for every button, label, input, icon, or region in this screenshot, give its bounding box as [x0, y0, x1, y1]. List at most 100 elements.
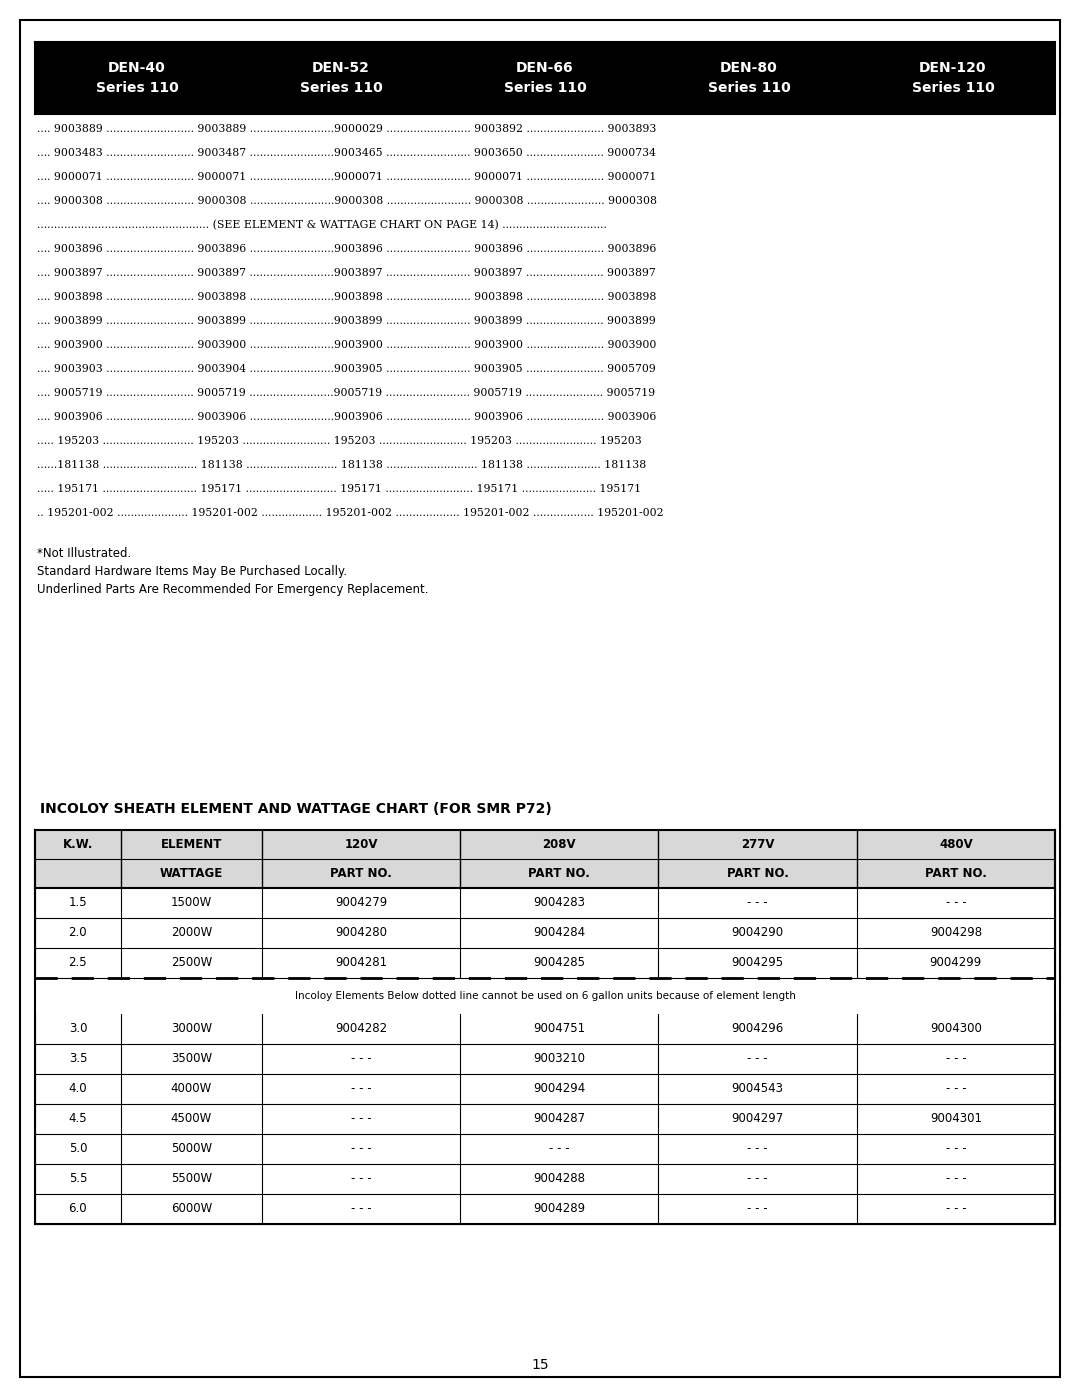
Text: DEN-66
Series 110: DEN-66 Series 110: [503, 61, 586, 95]
Text: 2.5: 2.5: [69, 957, 87, 970]
Text: 6000W: 6000W: [171, 1203, 212, 1215]
Text: .... 9003903 .......................... 9003904 .........................9003905: .... 9003903 .......................... …: [37, 365, 656, 374]
Text: - - -: - - -: [351, 1052, 372, 1066]
Text: 9004299: 9004299: [930, 957, 982, 970]
Text: 3500W: 3500W: [171, 1052, 212, 1066]
Text: .... 9003897 .......................... 9003897 .........................9003897: .... 9003897 .......................... …: [37, 268, 656, 278]
Text: 4000W: 4000W: [171, 1083, 212, 1095]
Text: PART NO.: PART NO.: [528, 868, 591, 880]
Text: .... 9003900 .......................... 9003900 .........................9003900: .... 9003900 .......................... …: [37, 339, 657, 351]
Text: 4.5: 4.5: [69, 1112, 87, 1126]
Bar: [35, 1194, 1055, 1224]
Text: .... 9003899 .......................... 9003899 .........................9003899: .... 9003899 .......................... …: [37, 316, 656, 326]
Bar: [35, 918, 1055, 949]
Text: 9004301: 9004301: [930, 1112, 982, 1126]
Bar: [35, 888, 1055, 918]
Text: 5000W: 5000W: [171, 1143, 212, 1155]
Text: 2000W: 2000W: [171, 926, 212, 940]
Bar: [35, 1074, 1055, 1104]
Text: - - -: - - -: [351, 1203, 372, 1215]
Text: 9004284: 9004284: [534, 926, 585, 940]
Text: 120V: 120V: [345, 838, 378, 851]
Text: - - -: - - -: [351, 1083, 372, 1095]
Text: K.W.: K.W.: [63, 838, 93, 851]
Bar: [35, 42, 1055, 115]
Text: 5.5: 5.5: [69, 1172, 87, 1186]
Text: .... 9003889 .......................... 9003889 .........................9000029: .... 9003889 .......................... …: [37, 124, 657, 134]
Text: 9004285: 9004285: [534, 957, 585, 970]
Text: - - -: - - -: [747, 1172, 768, 1186]
Text: 277V: 277V: [741, 838, 774, 851]
Text: 9004296: 9004296: [731, 1023, 784, 1035]
Text: ......181138 ............................ 181138 ........................... 181: ......181138 ...........................…: [37, 460, 646, 469]
Text: 9004279: 9004279: [335, 897, 387, 909]
Text: .... 9003898 .......................... 9003898 .........................9003898: .... 9003898 .......................... …: [37, 292, 657, 302]
Text: Incoloy Elements Below dotted line cannot be used on 6 gallon units because of e: Incoloy Elements Below dotted line canno…: [295, 990, 796, 1002]
Text: *Not Illustrated.: *Not Illustrated.: [37, 548, 132, 560]
Text: 9004287: 9004287: [534, 1112, 585, 1126]
Text: .... 9005719 .......................... 9005719 .........................9005719: .... 9005719 .......................... …: [37, 388, 656, 398]
Text: - - -: - - -: [946, 1083, 967, 1095]
Text: 9004751: 9004751: [534, 1023, 585, 1035]
Text: 2.0: 2.0: [69, 926, 87, 940]
Text: .... 9000071 .......................... 9000071 .........................9000071: .... 9000071 .......................... …: [37, 172, 657, 182]
Text: 9004300: 9004300: [930, 1023, 982, 1035]
Text: 3000W: 3000W: [171, 1023, 212, 1035]
Text: 3.5: 3.5: [69, 1052, 87, 1066]
Text: .... 9000308 .......................... 9000308 .........................9000308: .... 9000308 .......................... …: [37, 196, 657, 205]
Text: 4500W: 4500W: [171, 1112, 212, 1126]
Text: 9003210: 9003210: [534, 1052, 585, 1066]
Text: PART NO.: PART NO.: [924, 868, 987, 880]
Text: .... 9003483 .......................... 9003487 .........................9003465: .... 9003483 .......................... …: [37, 148, 656, 158]
Text: 5.0: 5.0: [69, 1143, 87, 1155]
Text: ................................................... (SEE ELEMENT & WATTAGE CHART: ........................................…: [37, 219, 607, 231]
Text: 9004282: 9004282: [335, 1023, 387, 1035]
Text: 208V: 208V: [542, 838, 576, 851]
Text: - - -: - - -: [946, 1172, 967, 1186]
Text: .... 9003896 .......................... 9003896 .........................9003896: .... 9003896 .......................... …: [37, 244, 657, 254]
Text: Standard Hardware Items May Be Purchased Locally.: Standard Hardware Items May Be Purchased…: [37, 564, 347, 578]
Text: DEN-52
Series 110: DEN-52 Series 110: [299, 61, 382, 95]
Text: 6.0: 6.0: [69, 1203, 87, 1215]
Text: 1500W: 1500W: [171, 897, 212, 909]
Text: 15: 15: [531, 1358, 549, 1372]
Bar: [35, 1014, 1055, 1044]
Text: 9004281: 9004281: [335, 957, 387, 970]
Text: 9004297: 9004297: [731, 1112, 784, 1126]
Text: 9004280: 9004280: [335, 926, 387, 940]
Text: - - -: - - -: [549, 1143, 569, 1155]
Text: 9004288: 9004288: [534, 1172, 585, 1186]
Text: ELEMENT: ELEMENT: [161, 838, 222, 851]
Text: 3.0: 3.0: [69, 1023, 87, 1035]
Text: 9004295: 9004295: [731, 957, 784, 970]
Text: - - -: - - -: [747, 1052, 768, 1066]
Text: - - -: - - -: [946, 897, 967, 909]
Text: DEN-80
Series 110: DEN-80 Series 110: [707, 61, 791, 95]
Text: ..... 195203 ........................... 195203 .......................... 19520: ..... 195203 ...........................…: [37, 436, 642, 446]
Text: PART NO.: PART NO.: [727, 868, 788, 880]
Text: ..... 195171 ............................ 195171 ........................... 195: ..... 195171 ...........................…: [37, 483, 642, 495]
Bar: [35, 1104, 1055, 1134]
Text: 9004290: 9004290: [731, 926, 784, 940]
Text: - - -: - - -: [747, 1143, 768, 1155]
Text: - - -: - - -: [351, 1112, 372, 1126]
Text: - - -: - - -: [747, 1203, 768, 1215]
Text: .... 9003906 .......................... 9003906 .........................9003906: .... 9003906 .......................... …: [37, 412, 657, 422]
Text: - - -: - - -: [747, 897, 768, 909]
Bar: [35, 1044, 1055, 1074]
Text: Underlined Parts Are Recommended For Emergency Replacement.: Underlined Parts Are Recommended For Eme…: [37, 583, 429, 597]
Text: 9004283: 9004283: [534, 897, 585, 909]
Text: 9004298: 9004298: [930, 926, 982, 940]
Text: 4.0: 4.0: [69, 1083, 87, 1095]
Bar: [35, 1134, 1055, 1164]
Text: - - -: - - -: [351, 1143, 372, 1155]
Text: 5500W: 5500W: [171, 1172, 212, 1186]
Text: 9004289: 9004289: [534, 1203, 585, 1215]
Text: 480V: 480V: [939, 838, 973, 851]
Text: DEN-120
Series 110: DEN-120 Series 110: [912, 61, 995, 95]
Text: - - -: - - -: [946, 1143, 967, 1155]
Text: INCOLOY SHEATH ELEMENT AND WATTAGE CHART (FOR SMR P72): INCOLOY SHEATH ELEMENT AND WATTAGE CHART…: [40, 802, 552, 816]
Text: WATTAGE: WATTAGE: [160, 868, 222, 880]
Text: 9004294: 9004294: [534, 1083, 585, 1095]
Bar: [35, 1164, 1055, 1194]
